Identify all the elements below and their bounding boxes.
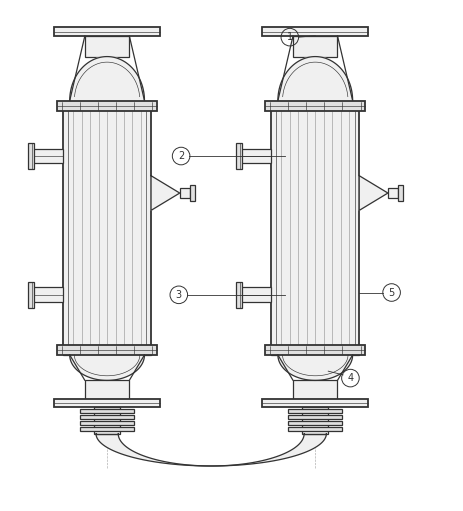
Bar xyxy=(288,409,341,413)
Bar xyxy=(288,421,341,425)
Bar xyxy=(265,345,364,355)
Bar xyxy=(387,188,397,198)
Polygon shape xyxy=(277,57,352,101)
Bar xyxy=(235,143,242,169)
Text: 4: 4 xyxy=(347,373,353,383)
Bar xyxy=(80,414,134,419)
Polygon shape xyxy=(69,355,144,380)
Bar xyxy=(302,407,327,434)
Polygon shape xyxy=(277,355,352,380)
Text: 3: 3 xyxy=(175,290,181,300)
Bar xyxy=(63,111,151,345)
Bar xyxy=(33,149,63,164)
Bar xyxy=(57,345,156,355)
Bar xyxy=(80,421,134,425)
Bar xyxy=(189,184,194,201)
Bar xyxy=(27,143,34,169)
Bar xyxy=(57,101,156,111)
Bar xyxy=(288,414,341,419)
Bar xyxy=(235,282,242,308)
Bar xyxy=(33,287,63,302)
Bar xyxy=(80,427,134,431)
Bar xyxy=(54,28,160,36)
Text: 1: 1 xyxy=(286,32,292,42)
Bar xyxy=(27,282,34,308)
Polygon shape xyxy=(96,434,325,466)
Bar xyxy=(179,188,189,198)
Bar xyxy=(241,287,271,302)
Text: 2: 2 xyxy=(178,151,184,161)
Bar xyxy=(85,380,129,399)
Bar xyxy=(262,28,368,36)
Bar xyxy=(293,36,337,57)
Bar xyxy=(271,111,358,345)
Polygon shape xyxy=(151,176,179,211)
Bar xyxy=(241,149,271,164)
Text: 5: 5 xyxy=(388,288,394,297)
Bar xyxy=(80,409,134,413)
Bar xyxy=(397,184,402,201)
Bar xyxy=(262,399,368,407)
Polygon shape xyxy=(69,57,144,101)
Bar xyxy=(288,427,341,431)
Bar xyxy=(54,399,160,407)
Bar xyxy=(85,36,129,57)
Bar xyxy=(265,101,364,111)
Bar xyxy=(293,380,337,399)
Bar xyxy=(94,407,120,434)
Polygon shape xyxy=(358,176,387,211)
